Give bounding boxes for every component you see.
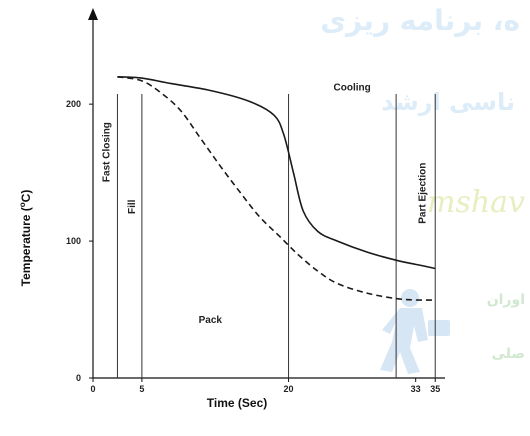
watermark-line-1: ه، برنامه ریزی	[320, 4, 520, 37]
y-axis-label-main: Temperature (	[19, 207, 33, 286]
y-tick-label: 0	[76, 373, 81, 383]
ticks: 0 5 20 33 35 0 100 200	[66, 99, 440, 394]
solid-temperature-curve	[117, 76, 436, 270]
y-axis-label-superscript: o	[18, 202, 27, 207]
watermark-brand: mshav	[427, 185, 525, 220]
watermark: ه، برنامه ریزی ناسی ارشد mshav اوران صلی	[320, 4, 525, 374]
phase-label: Fill	[127, 199, 138, 214]
phase-label: Cooling	[334, 82, 371, 93]
y-axis-label-unit: C)	[19, 190, 33, 203]
x-tick-label: 5	[139, 384, 144, 394]
phase-label: Part Ejection	[418, 163, 429, 224]
dashed-temperature-curve	[117, 76, 436, 301]
watermark-side-1: اوران	[487, 292, 525, 308]
y-tick-label: 200	[66, 99, 81, 109]
y-axis-label: Temperature (oC)	[18, 190, 33, 287]
series	[117, 76, 436, 301]
phase-label: Fast Closing	[102, 122, 113, 182]
axes	[88, 8, 445, 379]
watermark-figure-icon	[380, 289, 450, 374]
x-tick-label: 20	[284, 384, 294, 394]
x-tick-label: 35	[430, 384, 440, 394]
y-tick-label: 100	[66, 236, 81, 246]
phase-label: Pack	[199, 315, 223, 326]
x-tick-label: 0	[90, 384, 95, 394]
phase-labels: Fast Closing Fill Pack Cooling Part Ejection	[102, 82, 429, 326]
phase-lines	[116, 94, 436, 378]
y-axis-arrow-icon	[88, 8, 98, 20]
x-axis-label: Time (Sec)	[207, 396, 267, 410]
watermark-side-2: صلی	[492, 346, 525, 362]
watermark-line-2: ناسی ارشد	[381, 88, 515, 116]
x-tick-label: 33	[411, 384, 421, 394]
